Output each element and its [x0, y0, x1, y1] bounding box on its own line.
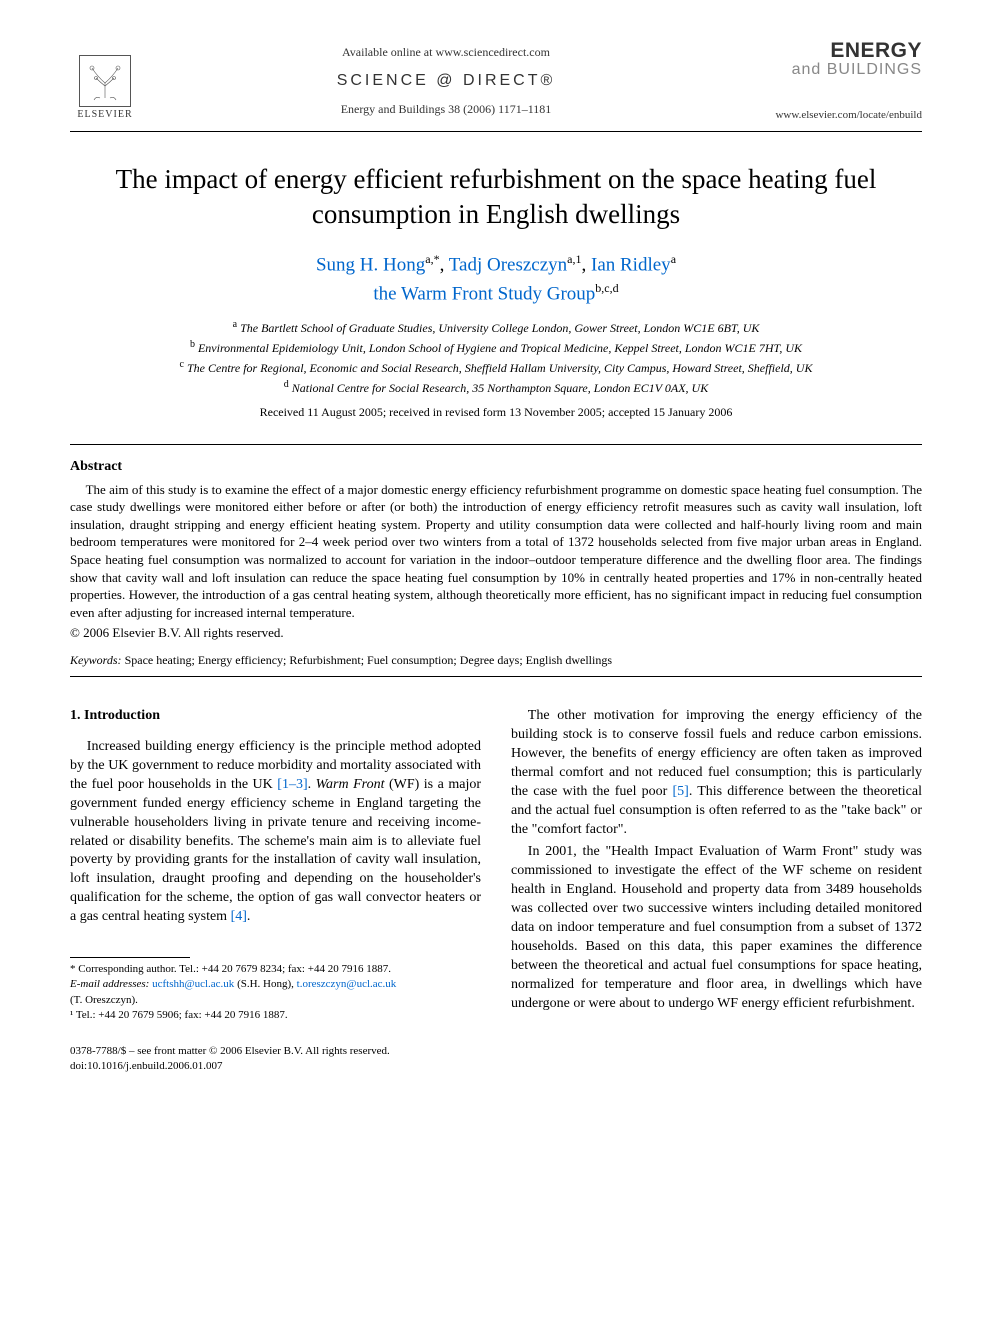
author-group[interactable]: the Warm Front Study Group	[373, 283, 595, 304]
elsevier-label: ELSEVIER	[77, 109, 132, 120]
affiliation-a-text: The Bartlett School of Graduate Studies,…	[240, 321, 759, 335]
ref-link-4[interactable]: [4]	[231, 909, 247, 924]
intro-text-1b: .	[308, 777, 316, 792]
article-dates: Received 11 August 2005; received in rev…	[70, 405, 922, 420]
abstract-copyright: © 2006 Elsevier B.V. All rights reserved…	[70, 625, 922, 641]
affiliation-a: a The Bartlett School of Graduate Studie…	[70, 317, 922, 337]
email-line: E-mail addresses: ucftshh@ucl.ac.uk (S.H…	[70, 977, 481, 992]
keywords-label: Keywords:	[70, 653, 122, 667]
intro-text-1d: .	[247, 909, 251, 924]
footnote-rule	[70, 957, 190, 958]
keywords-text: Space heating; Energy efficiency; Refurb…	[122, 653, 612, 667]
abstract-top-rule	[70, 444, 922, 445]
journal-name-bottom: and BUILDINGS	[752, 61, 922, 79]
affiliation-b: b Environmental Epidemiology Unit, Londo…	[70, 337, 922, 357]
email-1-link[interactable]: ucftshh@ucl.ac.uk	[152, 978, 234, 990]
footer-block: 0378-7788/$ – see front matter © 2006 El…	[70, 1044, 481, 1075]
article-title: The impact of energy efficient refurbish…	[100, 162, 892, 232]
author-2-affil: a,1	[567, 252, 581, 266]
footer-issn: 0378-7788/$ – see front matter © 2006 El…	[70, 1044, 481, 1059]
email-1-name: (S.H. Hong),	[234, 978, 296, 990]
body-columns: 1. Introduction Increased building energ…	[70, 707, 922, 1074]
col2-para-1: The other motivation for improving the e…	[511, 707, 922, 839]
elsevier-logo: ELSEVIER	[70, 40, 140, 120]
email-2-name-line: (T. Oreszczyn).	[70, 993, 481, 1008]
email-2-link[interactable]: t.oreszczyn@ucl.ac.uk	[297, 978, 397, 990]
authors-line-2: the Warm Front Study Groupb,c,d	[70, 281, 922, 305]
abstract-heading: Abstract	[70, 459, 922, 475]
author-group-affil: b,c,d	[595, 281, 618, 295]
available-online-text: Available online at www.sciencedirect.co…	[140, 45, 752, 60]
ref-link-5[interactable]: [5]	[673, 784, 689, 799]
journal-name-top: ENERGY	[752, 40, 922, 61]
header-center: Available online at www.sciencedirect.co…	[140, 40, 752, 117]
email-label: E-mail addresses:	[70, 978, 149, 990]
author-1[interactable]: Sung H. Hong	[316, 255, 425, 276]
abstract-text: The aim of this study is to examine the …	[70, 481, 922, 621]
footnote-tel-1: ¹ Tel.: +44 20 7679 5906; fax: +44 20 79…	[70, 1008, 481, 1023]
author-3[interactable]: Ian Ridley	[591, 255, 671, 276]
keywords-line: Keywords: Space heating; Energy efficien…	[70, 653, 922, 668]
corresponding-author: * Corresponding author. Tel.: +44 20 767…	[70, 962, 481, 977]
warm-front-italic: Warm Front	[316, 777, 385, 792]
header-rule	[70, 131, 922, 132]
affiliation-c: c The Centre for Regional, Economic and …	[70, 357, 922, 377]
intro-text-1c: (WF) is a major government funded energy…	[70, 777, 481, 924]
journal-logo-block: ENERGY and BUILDINGS www.elsevier.com/lo…	[752, 40, 922, 121]
affiliation-d-text: National Centre for Social Research, 35 …	[292, 381, 708, 395]
col2-para-2: In 2001, the "Health Impact Evaluation o…	[511, 843, 922, 1013]
column-left: 1. Introduction Increased building energ…	[70, 707, 481, 1074]
ref-link-1-3[interactable]: [1–3]	[277, 777, 307, 792]
abstract-bottom-rule	[70, 676, 922, 677]
affiliation-b-text: Environmental Epidemiology Unit, London …	[198, 341, 802, 355]
authors-line-1: Sung H. Honga,*, Tadj Oreszczyna,1, Ian …	[70, 252, 922, 276]
column-right: The other motivation for improving the e…	[511, 707, 922, 1074]
section-1-heading: 1. Introduction	[70, 707, 481, 726]
author-1-affil: a,*	[425, 252, 439, 266]
footer-doi: doi:10.1016/j.enbuild.2006.01.007	[70, 1059, 481, 1074]
journal-url: www.elsevier.com/locate/enbuild	[752, 109, 922, 121]
author-2[interactable]: Tadj Oreszczyn	[449, 255, 567, 276]
footnotes: * Corresponding author. Tel.: +44 20 767…	[70, 962, 481, 1024]
affiliations: a The Bartlett School of Graduate Studie…	[70, 317, 922, 397]
journal-reference: Energy and Buildings 38 (2006) 1171–1181	[140, 102, 752, 117]
elsevier-tree-icon	[79, 55, 131, 107]
author-3-affil: a	[671, 252, 676, 266]
journal-header: ELSEVIER Available online at www.science…	[70, 40, 922, 121]
affiliation-c-text: The Centre for Regional, Economic and So…	[187, 361, 812, 375]
sciencedirect-logo: SCIENCE @ DIRECT®	[140, 72, 752, 90]
intro-para-1: Increased building energy efficiency is …	[70, 738, 481, 927]
affiliation-d: d National Centre for Social Research, 3…	[70, 377, 922, 397]
